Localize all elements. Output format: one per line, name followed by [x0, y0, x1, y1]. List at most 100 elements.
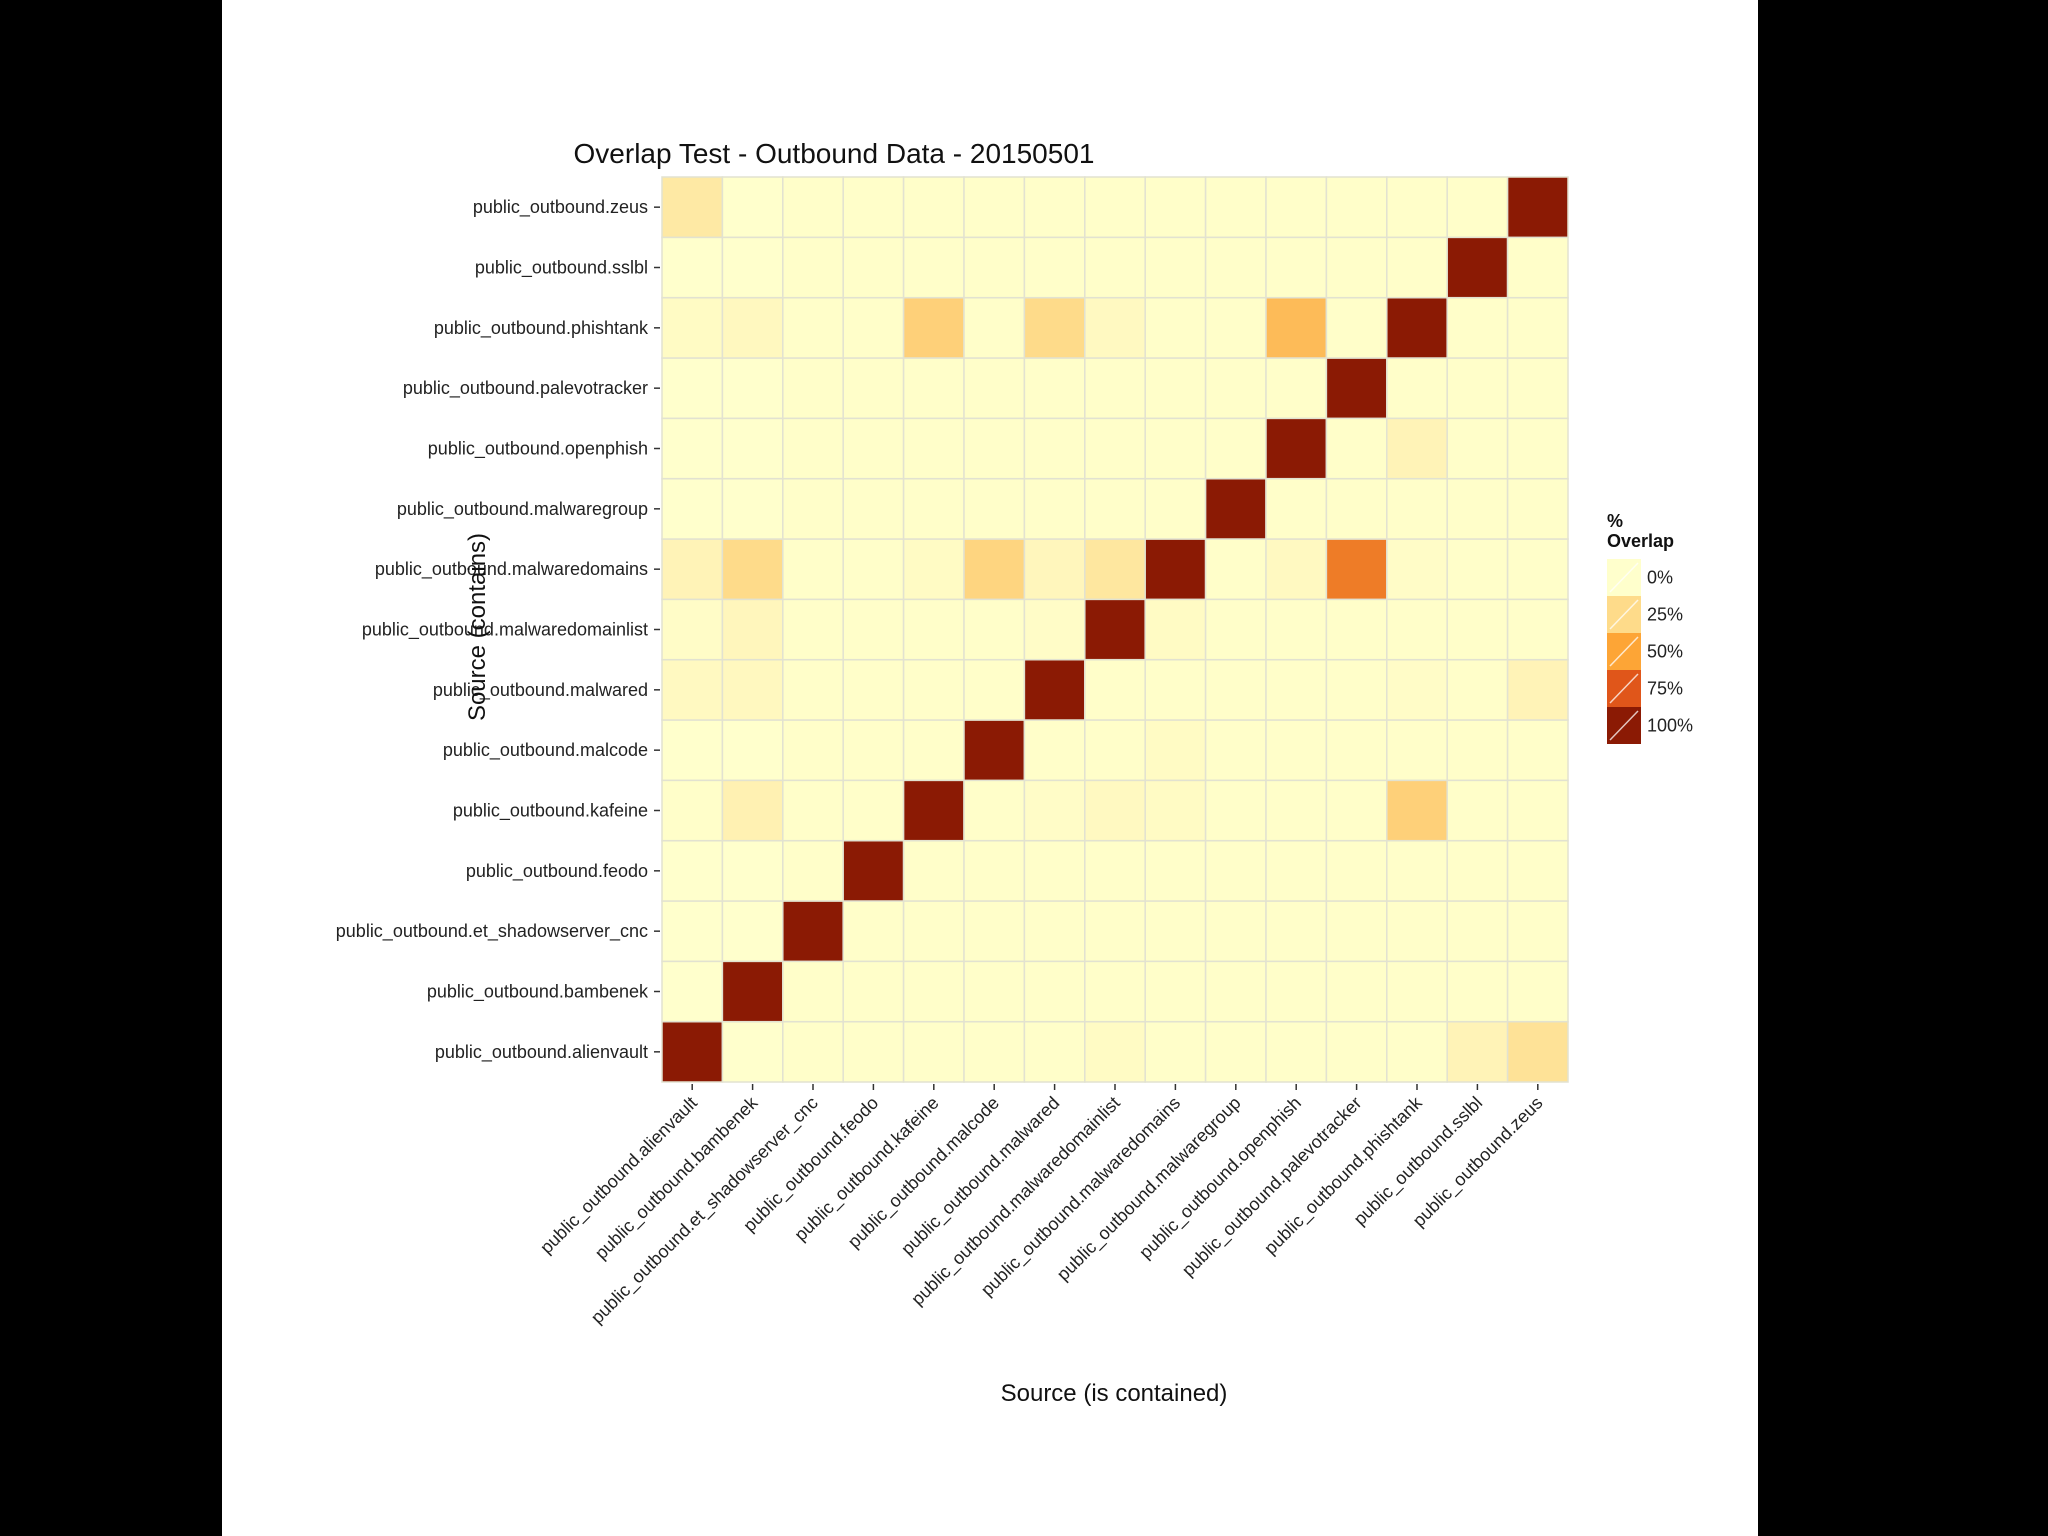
y-tick-label: public_outbound.malwaredomains [375, 559, 648, 580]
heatmap-cell [782, 598, 844, 661]
heatmap-cell [842, 477, 905, 540]
heatmap-cell [902, 296, 965, 359]
heatmap-cell [1144, 417, 1207, 480]
heatmap-cell [963, 900, 1026, 963]
heatmap-cell [1204, 538, 1267, 601]
heatmap-cell [1506, 296, 1569, 359]
heatmap-cell [1265, 658, 1328, 721]
heatmap-cell [782, 839, 844, 902]
heatmap-cell [1506, 960, 1569, 1023]
x-tick-labels: public_outbound.alienvaultpublic_outboun… [536, 1084, 1547, 1328]
heatmap-cell [902, 779, 965, 842]
heatmap-cell [1325, 417, 1388, 480]
heatmap-cell [842, 417, 905, 480]
heatmap-cell [1023, 477, 1086, 540]
heatmap-cell [1386, 176, 1448, 239]
heatmap-cell [963, 538, 1026, 601]
legend-swatch-diagonal [1609, 673, 1639, 704]
heatmap-cell [1386, 357, 1448, 420]
heatmap-cell [1023, 658, 1086, 721]
heatmap-cell [1265, 960, 1328, 1023]
heatmap-cell [1386, 1020, 1448, 1083]
heatmap-cell [1386, 296, 1448, 359]
heatmap-cell [1144, 960, 1207, 1023]
heatmap-cell [963, 839, 1026, 902]
heatmap-cell [1204, 658, 1267, 721]
heatmap-cell [1023, 839, 1086, 902]
heatmap-cell [1023, 1020, 1086, 1083]
heatmap-cell [1446, 538, 1509, 601]
heatmap-cell [1386, 779, 1448, 842]
heatmap-cell [1265, 236, 1328, 299]
heatmap-cell [902, 598, 965, 661]
heatmap-cell [1325, 960, 1388, 1023]
heatmap-cell [782, 960, 844, 1023]
heatmap-cell [661, 296, 724, 359]
heatmap-cell [1506, 357, 1569, 420]
heatmap-cell [1506, 719, 1569, 782]
heatmap-cell [1204, 176, 1267, 239]
heatmap-cell [1144, 598, 1207, 661]
heatmap-cell [842, 357, 905, 420]
heatmap-cell [782, 357, 844, 420]
heatmap-cell [963, 719, 1026, 782]
heatmap-cell [902, 900, 965, 963]
heatmap-cell [1084, 658, 1146, 721]
heatmap-cell [842, 960, 905, 1023]
heatmap-cell [782, 779, 844, 842]
heatmap-cell [842, 538, 905, 601]
heatmap-cell [1084, 900, 1146, 963]
heatmap-cell [1386, 598, 1448, 661]
legend-label: 100% [1647, 716, 1693, 736]
heatmap-cell [661, 779, 724, 842]
heatmap-cell [1084, 598, 1146, 661]
heatmap-cell [842, 779, 905, 842]
heatmap-cell [1325, 719, 1388, 782]
heatmap-cell [1204, 477, 1267, 540]
heatmap-cell [1325, 538, 1388, 601]
heatmap-cell [1084, 719, 1146, 782]
heatmap-cell [963, 357, 1026, 420]
heatmap-cell [1325, 477, 1388, 540]
heatmap-cell [721, 417, 784, 480]
y-tick-label: public_outbound.malwared [433, 680, 648, 701]
heatmap-cell [902, 719, 965, 782]
heatmap-cell [1265, 598, 1328, 661]
heatmap-cell [842, 658, 905, 721]
heatmap-cell [1446, 960, 1509, 1023]
heatmap-cell [1084, 538, 1146, 601]
heatmap-cell [1023, 779, 1086, 842]
heatmap-cell [721, 538, 784, 601]
heatmap-cell [1144, 357, 1207, 420]
heatmap-cell [782, 176, 844, 239]
y-tick-label: public_outbound.phishtank [434, 318, 649, 339]
heatmap-cell [1446, 176, 1509, 239]
heatmap-cell [661, 900, 724, 963]
heatmap-cell [1023, 236, 1086, 299]
heatmap-cell [661, 719, 724, 782]
heatmap-cell [902, 236, 965, 299]
heatmap-cell [1265, 719, 1328, 782]
heatmap-cell [1204, 296, 1267, 359]
legend-swatch-diagonal [1609, 562, 1639, 593]
heatmap-cell [842, 598, 905, 661]
heatmap-cell [902, 658, 965, 721]
heatmap-chart: Overlap Test - Outbound Data - 20150501 … [336, 138, 1693, 1407]
heatmap-cell [1023, 296, 1086, 359]
heatmap-cell [1084, 236, 1146, 299]
heatmap-cell [1506, 236, 1569, 299]
heatmap-cell [1446, 236, 1509, 299]
heatmap-cell [1446, 900, 1509, 963]
heatmap-cell [1084, 176, 1146, 239]
heatmap-cell [1506, 658, 1569, 721]
heatmap-cell [1506, 538, 1569, 601]
heatmap-cell [661, 839, 724, 902]
heatmap-cell [963, 779, 1026, 842]
legend-title: Overlap [1607, 531, 1674, 551]
heatmap-cell [721, 598, 784, 661]
y-tick-labels: public_outbound.alienvault public_outboun… [336, 197, 660, 1063]
heatmap-cell [1386, 538, 1448, 601]
heatmap-cell [1386, 839, 1448, 902]
heatmap-cell [1204, 900, 1267, 963]
heatmap-cell [1144, 477, 1207, 540]
